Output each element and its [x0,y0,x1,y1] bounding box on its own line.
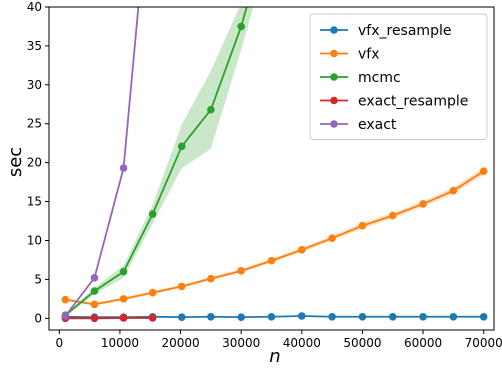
y-tick-label: 15 [27,195,42,209]
point-mcmc [237,22,245,31]
y-tick-label: 10 [27,233,42,247]
point-vfx [207,274,215,283]
point-mcmc [207,105,215,114]
point-vfx_resample [328,312,336,321]
point-vfx [388,211,397,220]
plot-area [61,7,488,323]
band-vfx [65,167,484,306]
legend-marker [330,49,338,58]
point-vfx_resample [177,313,186,321]
x-tick-label: 40000 [283,336,321,350]
point-mcmc [119,267,128,276]
point-vfx [449,186,458,195]
legend-label: exact_resample [358,94,468,110]
y-tick-label: 20 [27,156,42,170]
point-vfx_resample [419,312,427,321]
series-mcmc [61,7,254,320]
point-vfx [61,295,70,304]
legend-entry-vfx: vfx [320,47,380,63]
point-vfx_resample [449,312,458,321]
y-tick-label: 25 [27,117,42,131]
y-axis: 0 5 10 15 20 25 30 35 40 [27,0,49,325]
legend-entry-exact: exact [320,117,397,133]
y-tick-label: 30 [27,78,42,92]
point-vfx [298,246,306,254]
point-vfx_resample [237,313,245,321]
point-vfx [237,267,245,275]
y-tick-label: 0 [34,311,42,325]
x-tick-label: 30000 [222,336,260,350]
point-vfx [177,282,186,291]
point-vfx [90,300,99,309]
point-vfx_resample [388,312,397,321]
x-tick-label: 50000 [343,336,381,350]
point-exact [90,274,99,282]
point-vfx_resample [479,312,488,321]
point-vfx [267,256,276,265]
band-mcmc [65,7,254,317]
x-tick-label: 60000 [404,336,442,350]
series-vfx [61,167,488,309]
point-exact_resample [119,314,128,322]
point-mcmc [148,210,157,218]
point-exact_resample [90,314,99,323]
line-exact [64,7,140,317]
x-axis: 0 10000 20000 30000 40000 50000 60000 70000 [55,330,502,350]
point-vfx_resample [207,312,215,321]
point-vfx [358,221,367,230]
point-mcmc [177,142,186,151]
legend-label: mcmc [358,70,401,86]
line-vfx [65,170,485,306]
point-vfx_resample [298,312,306,320]
legend-entry-mcmc: mcmc [320,70,401,86]
legend-box [309,13,488,140]
legend-entry-exact_resample: exact_resample [320,94,468,110]
point-vfx_resample [358,312,367,321]
y-tick-label: 5 [34,272,42,286]
y-tick-label: 40 [27,0,42,14]
legend-marker [330,120,338,128]
legend-label: vfx [358,47,380,63]
legend-marker [330,73,338,81]
point-vfx [119,295,128,303]
y-axis-label: sec [5,147,26,177]
point-vfx [419,200,427,208]
point-vfx [148,288,157,297]
point-vfx [479,167,488,176]
point-exact_resample [148,314,157,322]
x-tick-label: 70000 [465,336,502,350]
legend-entry-vfx_resample: vfx_resample [320,23,451,39]
point-exact [119,164,128,172]
series-exact_resample [61,314,157,323]
x-tick-label: 20000 [161,336,199,350]
point-exact [61,312,70,320]
series-exact [61,7,140,320]
point-vfx_resample [267,312,276,321]
legend-marker [330,26,338,34]
axes-frame [48,6,495,331]
line-mcmc [64,7,248,316]
legend-marker [330,96,338,105]
y-tick-label: 35 [27,39,42,53]
legend-label: vfx_resample [358,23,451,39]
x-axis-label: n [269,346,280,367]
legend-label: exact [358,117,397,133]
x-tick-label: 0 [55,336,63,350]
x-tick-label: 10000 [101,336,139,350]
point-mcmc [90,287,99,295]
point-vfx [328,234,336,242]
